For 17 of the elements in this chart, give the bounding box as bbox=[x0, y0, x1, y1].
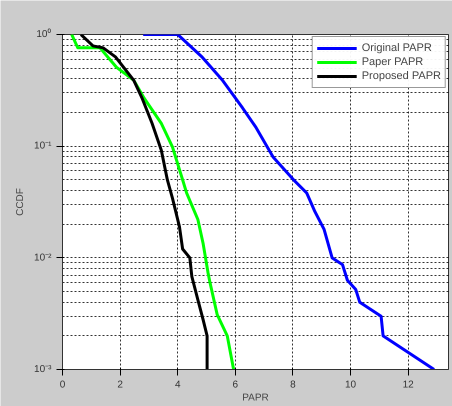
legend-label: Proposed PAPR bbox=[362, 69, 441, 83]
y-tick-label: 10⁻² bbox=[34, 252, 52, 264]
x-tick-label: 12 bbox=[402, 380, 414, 390]
y-tick-label: 10⁻³ bbox=[34, 364, 52, 375]
x-tick-label: 4 bbox=[174, 380, 181, 390]
line-series bbox=[70, 34, 236, 370]
legend-label: Paper PAPR bbox=[362, 55, 424, 69]
x-axis-title: PAPR bbox=[242, 392, 269, 404]
x-tick-label: 8 bbox=[290, 380, 296, 390]
y-tick-label: 10⁰ bbox=[36, 28, 52, 40]
x-tick-label: 0 bbox=[60, 380, 66, 390]
x-tick-label: 6 bbox=[232, 380, 239, 390]
legend-label: Original PAPR bbox=[362, 41, 432, 55]
x-tick-label: 2 bbox=[117, 380, 124, 390]
y-tick-label: 10⁻¹ bbox=[34, 140, 52, 152]
y-axis-title: CCDF bbox=[15, 188, 26, 216]
x-tick-label: 10 bbox=[345, 380, 357, 390]
